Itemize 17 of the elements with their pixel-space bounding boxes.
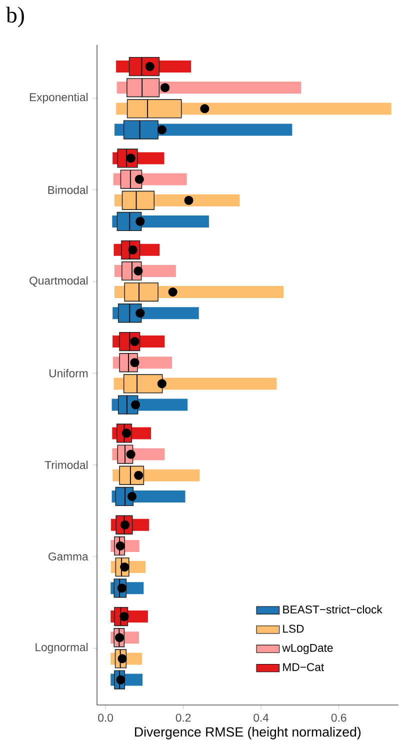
legend-label: wLogDate — [282, 644, 333, 654]
y-tick-label: Quartmodal — [30, 276, 88, 287]
x-tick-label: 0.6 — [331, 714, 346, 722]
text: b) — [6, 6, 24, 28]
legend-label: MD−Cat — [283, 663, 324, 672]
x-axis-title: Divergence RMSE (height normalized) — [135, 726, 361, 740]
y-tick-label: Lognormal — [36, 642, 88, 654]
y-tick-label: Exponential — [30, 92, 88, 104]
y-tick-label: Trimodal — [44, 460, 88, 469]
x-tick-label: 0.2 — [176, 714, 191, 722]
legend-label: BEAST−strict−clock — [283, 605, 382, 614]
y-tick-label: Gamma — [48, 552, 88, 561]
x-tick-label: 0.0 — [98, 714, 113, 722]
legend-label: LSD — [283, 624, 304, 633]
y-tick-label: Bimodal — [48, 186, 88, 194]
y-tick-label: Uniform — [49, 369, 88, 378]
x-tick-label: 0.4 — [254, 714, 269, 722]
